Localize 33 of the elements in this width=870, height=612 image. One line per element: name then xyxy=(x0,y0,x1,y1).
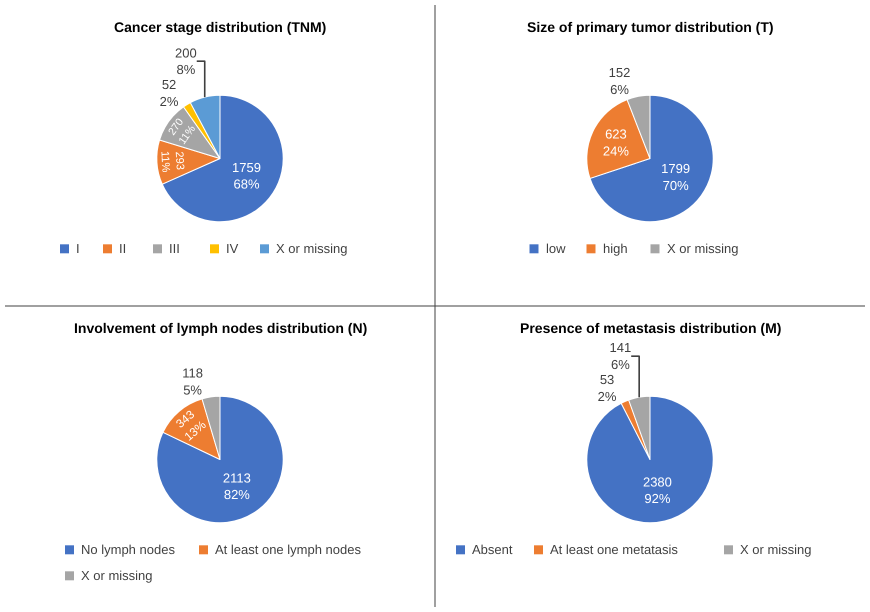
chart-title: Presence of metastasis distribution (M) xyxy=(520,320,782,336)
data-label: 343 13% xyxy=(173,407,210,444)
legend-label: At least one metatasis xyxy=(550,542,678,557)
legend-label: III xyxy=(169,241,180,256)
pie-slice xyxy=(590,94,714,222)
chart-title: Cancer stage distribution (TNM) xyxy=(114,19,326,35)
data-label: 2113 82% xyxy=(222,470,251,502)
legend-label: Absent xyxy=(472,542,513,557)
legend-label: No lymph nodes xyxy=(81,542,176,557)
legend-label: X or missing xyxy=(740,542,812,557)
legend-label: IV xyxy=(226,241,239,256)
data-label: 1759 68% xyxy=(232,160,261,192)
legend-label: X or missing xyxy=(667,241,739,256)
data-label: 52 2% xyxy=(160,77,179,110)
data-label: 141 6% xyxy=(609,340,632,372)
data-label: 152 6% xyxy=(608,65,630,97)
data-label: 623 24% xyxy=(602,126,630,159)
data-label: 53 2% xyxy=(598,372,617,404)
legend-label: low xyxy=(546,241,566,256)
chart-title: Involvement of lymph nodes distribution (N) xyxy=(74,320,368,336)
legend-label: X or missing xyxy=(276,241,348,256)
data-label: 1799 70% xyxy=(661,161,690,193)
data-label: 118 5% xyxy=(182,365,203,398)
legend-label: At least one lymph nodes xyxy=(215,542,362,557)
legend-label: II xyxy=(119,241,126,256)
data-label: 2380 92% xyxy=(642,474,672,506)
legend-label: X or missing xyxy=(81,568,153,583)
data-label: 293 11% xyxy=(158,150,186,173)
chart-title: Size of primary tumor distribution (T) xyxy=(527,19,774,35)
legend-label: high xyxy=(603,241,628,256)
pie-slice xyxy=(156,396,284,524)
legend-label: I xyxy=(76,241,80,256)
data-label: 200 8% xyxy=(175,45,197,78)
